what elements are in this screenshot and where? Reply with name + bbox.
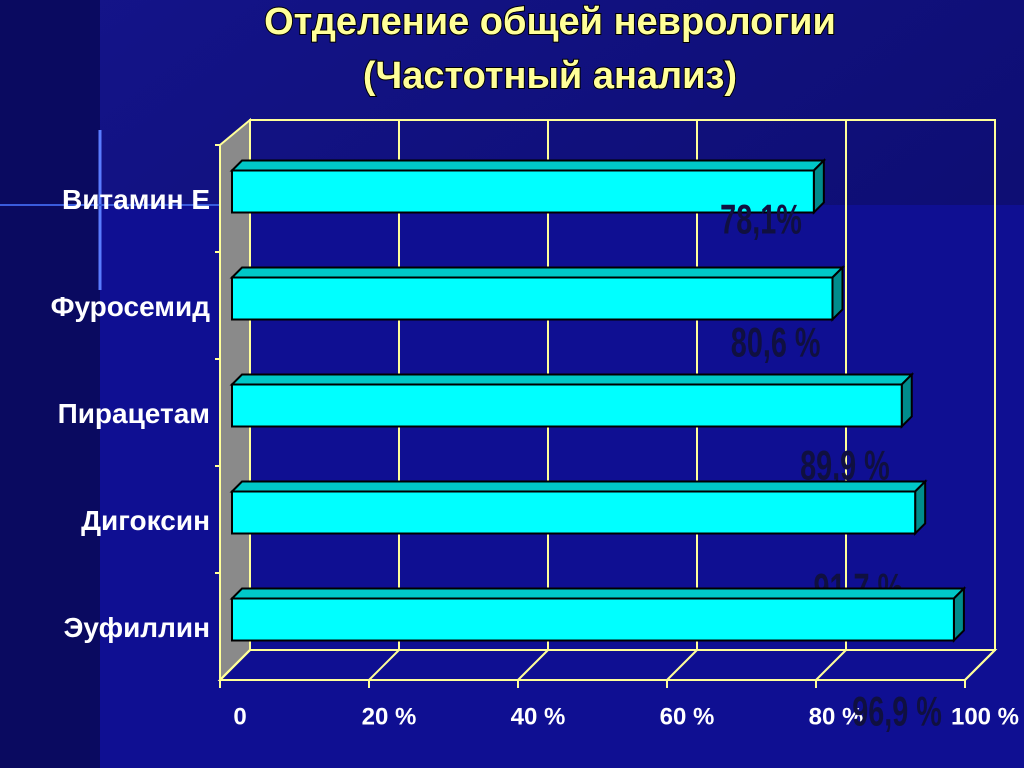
data-label: 78,1% — [720, 196, 802, 242]
x-tick-label: 60 % — [660, 703, 715, 730]
grid-line — [517, 649, 549, 681]
x-tick-label: 0 — [233, 703, 246, 730]
bar-side — [914, 479, 927, 536]
bar-top — [229, 266, 845, 279]
grid-line — [666, 649, 698, 681]
bar — [231, 276, 834, 321]
grid-line — [815, 649, 847, 681]
side-band — [0, 0, 100, 768]
chart-subtitle: (Частотный анализ) — [363, 55, 737, 97]
y-tick-label: Пирацетам — [58, 398, 210, 429]
y-tick-label: Дигоксин — [81, 505, 210, 536]
grid-line — [964, 649, 996, 681]
grid-line — [368, 649, 400, 681]
bar-side — [952, 586, 965, 643]
data-label: 96,9 % — [852, 689, 942, 735]
bar-top — [229, 480, 928, 493]
grid-line — [219, 649, 251, 681]
x-tick-label: 80 % — [809, 703, 864, 730]
chart-title: Отделение общей неврологии — [264, 1, 836, 43]
y-tick-label: Эуфиллин — [63, 612, 210, 643]
bar — [231, 597, 955, 642]
x-tick-label: 20 % — [362, 703, 417, 730]
bar-top — [229, 373, 915, 386]
bar — [231, 490, 917, 535]
bar-side — [812, 158, 825, 215]
data-label: 80,6 % — [731, 319, 821, 365]
x-tick-label: 100 % — [951, 703, 1019, 730]
y-tick-label: Витамин Е — [62, 184, 210, 215]
bar — [231, 383, 903, 428]
x-tick-label: 40 % — [511, 703, 566, 730]
bar — [231, 169, 815, 214]
bar-side — [831, 265, 844, 322]
bar-top — [229, 587, 967, 600]
bar-side — [900, 372, 913, 429]
bar-top — [229, 159, 827, 172]
y-tick-label: Фуросемид — [51, 291, 211, 322]
